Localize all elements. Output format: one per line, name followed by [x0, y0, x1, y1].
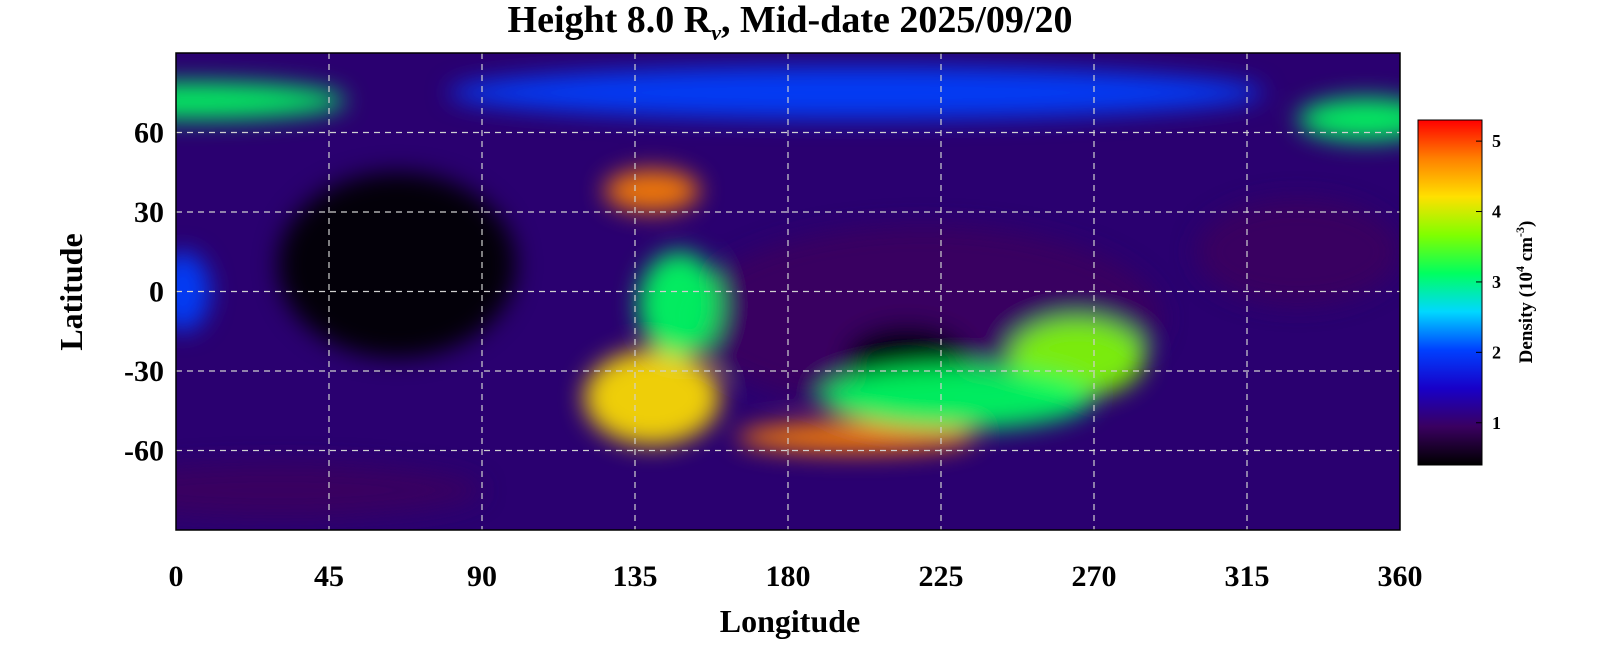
y-tick-label: -30 — [124, 355, 164, 388]
x-tick-label: 90 — [467, 560, 497, 593]
x-tick-label: 135 — [613, 560, 658, 593]
colorbar — [1417, 119, 1483, 466]
y-tick-label: 0 — [149, 276, 164, 309]
y-tick-label: 60 — [134, 117, 164, 150]
y-axis-label: Latitude — [53, 233, 89, 350]
y-tick-label: 30 — [134, 196, 164, 229]
x-tick-labels: 0 45 90 135 180 225 270 315 360 — [169, 560, 1423, 593]
colorbar-tick-label: 4 — [1492, 202, 1501, 222]
x-tick-label: 0 — [169, 560, 184, 593]
x-tick-label: 270 — [1072, 560, 1117, 593]
heatmap-features — [176, 66, 1400, 517]
y-tick-label: -60 — [124, 435, 164, 468]
x-tick-label: 225 — [919, 560, 964, 593]
x-tick-label: 180 — [766, 560, 811, 593]
density-feature — [448, 66, 1264, 120]
density-feature — [737, 421, 975, 454]
density-feature — [1196, 198, 1400, 305]
colorbar-label: Density (104 cm-3) — [1513, 221, 1537, 364]
colorbar-tick-label: 3 — [1492, 272, 1501, 292]
density-feature — [176, 463, 482, 517]
density-feature — [584, 349, 720, 446]
chart-title: Height 8.0 Rv, Mid-date 2025/09/20 — [508, 0, 1073, 45]
density-feature — [604, 169, 700, 212]
colorbar-tick-labels: 1 2 3 4 5 — [1476, 131, 1501, 433]
density-feature — [1298, 98, 1400, 141]
y-tick-labels: 60 30 0 -30 -60 — [124, 117, 164, 468]
plot-frame — [175, 52, 1401, 531]
x-tick-label: 45 — [314, 560, 344, 593]
density-feature — [278, 172, 516, 358]
density-feature — [822, 365, 1094, 430]
colorbar-tick-label: 1 — [1492, 413, 1501, 433]
colorbar-tick-label: 5 — [1492, 131, 1501, 151]
density-feature — [638, 251, 720, 358]
grid-lines — [176, 53, 1400, 530]
colorbar-tick-label: 2 — [1492, 342, 1501, 362]
x-axis-label: Longitude — [720, 603, 860, 639]
density-feature — [176, 82, 346, 120]
x-tick-label: 315 — [1225, 560, 1270, 593]
x-tick-label: 360 — [1378, 560, 1423, 593]
